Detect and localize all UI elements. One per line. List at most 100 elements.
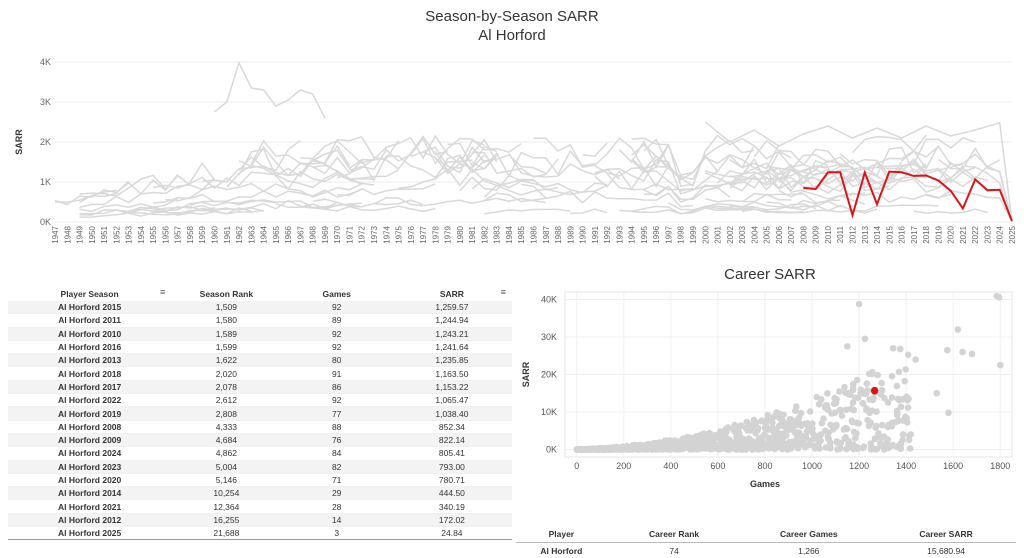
scatter-point xyxy=(933,390,940,397)
x-tick-label: 1949 xyxy=(76,225,85,243)
scatter-point xyxy=(739,446,746,453)
cell-sarr: 340.19 xyxy=(392,500,512,513)
cell-player-season: Al Horford 2023 xyxy=(8,460,171,473)
col-season-rank[interactable]: Season Rank xyxy=(171,286,281,301)
scatter-point xyxy=(839,412,846,419)
col-career-sarr[interactable]: Career SARR xyxy=(876,526,1016,543)
scatter-point xyxy=(776,423,783,430)
scatter-point xyxy=(615,446,622,453)
x-tick-label: 1993 xyxy=(615,225,624,243)
scatter-point xyxy=(587,446,594,453)
scatter-point xyxy=(837,407,844,414)
col-sarr[interactable]: SARR ≡ xyxy=(392,286,512,301)
x-tick-label: 1968 xyxy=(309,225,318,243)
col-sarr-label: SARR xyxy=(440,289,464,299)
sort-icon[interactable]: ≡ xyxy=(160,287,165,297)
scatter-point xyxy=(837,440,844,447)
x-tick-label: 1974 xyxy=(382,225,391,243)
x-tick-label: 1985 xyxy=(517,225,526,243)
cell-player-season: Al Horford 2009 xyxy=(8,433,171,446)
scatter-point xyxy=(900,431,907,438)
scatter-point xyxy=(854,377,861,384)
cell-season-rank: 12,364 xyxy=(171,500,281,513)
scatter-point xyxy=(905,404,912,411)
career-chart-title: Career SARR xyxy=(520,266,1020,283)
x-tick-label: 1970 xyxy=(333,225,342,243)
x-tick-label: 1983 xyxy=(493,225,502,243)
cell-player-season: Al Horford 2024 xyxy=(8,447,171,460)
cell-games: 84 xyxy=(282,447,392,460)
x-tick-label: 1800 xyxy=(990,461,1010,471)
scatter-point xyxy=(866,371,873,378)
cell-season-rank: 2,612 xyxy=(171,394,281,407)
y-tick-label: 0K xyxy=(546,445,557,455)
table-row[interactable]: Al Horford 74 1,266 15,680.94 xyxy=(516,543,1016,558)
scatter-point xyxy=(836,388,843,395)
x-tick-label: 2006 xyxy=(775,225,784,243)
col-player[interactable]: Player xyxy=(516,526,607,543)
x-tick-label: 2015 xyxy=(885,225,894,243)
scatter-point xyxy=(894,383,901,390)
x-tick-label: 1959 xyxy=(198,225,207,243)
scatter-point xyxy=(896,369,903,376)
cell-career-sarr: 15,680.94 xyxy=(876,543,1016,558)
x-tick-label: 1960 xyxy=(211,225,220,243)
cell-player: Al Horford xyxy=(516,543,607,558)
cell-player-season: Al Horford 2018 xyxy=(8,367,171,380)
col-career-games[interactable]: Career Games xyxy=(741,526,876,543)
scatter-point xyxy=(864,417,871,424)
x-tick-label: 2021 xyxy=(959,225,968,243)
cell-sarr: 1,243.21 xyxy=(392,327,512,340)
cell-games: 92 xyxy=(282,301,392,314)
x-tick-label: 2024 xyxy=(996,225,1005,243)
x-tick-label: 2007 xyxy=(787,225,796,243)
y-tick-label: 3K xyxy=(40,97,51,107)
sort-icon[interactable]: ≡ xyxy=(501,287,506,297)
cell-sarr: 780.71 xyxy=(392,473,512,486)
col-games[interactable]: Games xyxy=(282,286,392,301)
scatter-point xyxy=(693,433,700,440)
chart-title: Season-by-Season SARR xyxy=(0,8,1024,25)
scatter-point xyxy=(576,446,583,453)
scatter-point xyxy=(714,434,721,441)
background-line xyxy=(484,209,570,213)
scatter-point xyxy=(993,293,1000,300)
scatter-point xyxy=(807,408,814,415)
scatter-point xyxy=(825,430,832,437)
x-tick-label: 1998 xyxy=(677,225,686,243)
col-player-season[interactable]: Player Season ≡ xyxy=(8,286,171,301)
scatter-point xyxy=(833,422,840,429)
background-line xyxy=(914,209,988,213)
col-career-rank[interactable]: Career Rank xyxy=(607,526,742,543)
scatter-point xyxy=(813,442,820,449)
cell-season-rank: 5,004 xyxy=(171,460,281,473)
cell-season-rank: 4,333 xyxy=(171,420,281,433)
x-tick-label: 1995 xyxy=(640,225,649,243)
background-line xyxy=(215,63,325,118)
scatter-point xyxy=(818,396,825,403)
y-axis-label: SARR xyxy=(521,361,531,387)
cell-season-rank: 5,146 xyxy=(171,473,281,486)
cell-sarr: 805.41 xyxy=(392,447,512,460)
x-tick-label: 1999 xyxy=(689,225,698,243)
